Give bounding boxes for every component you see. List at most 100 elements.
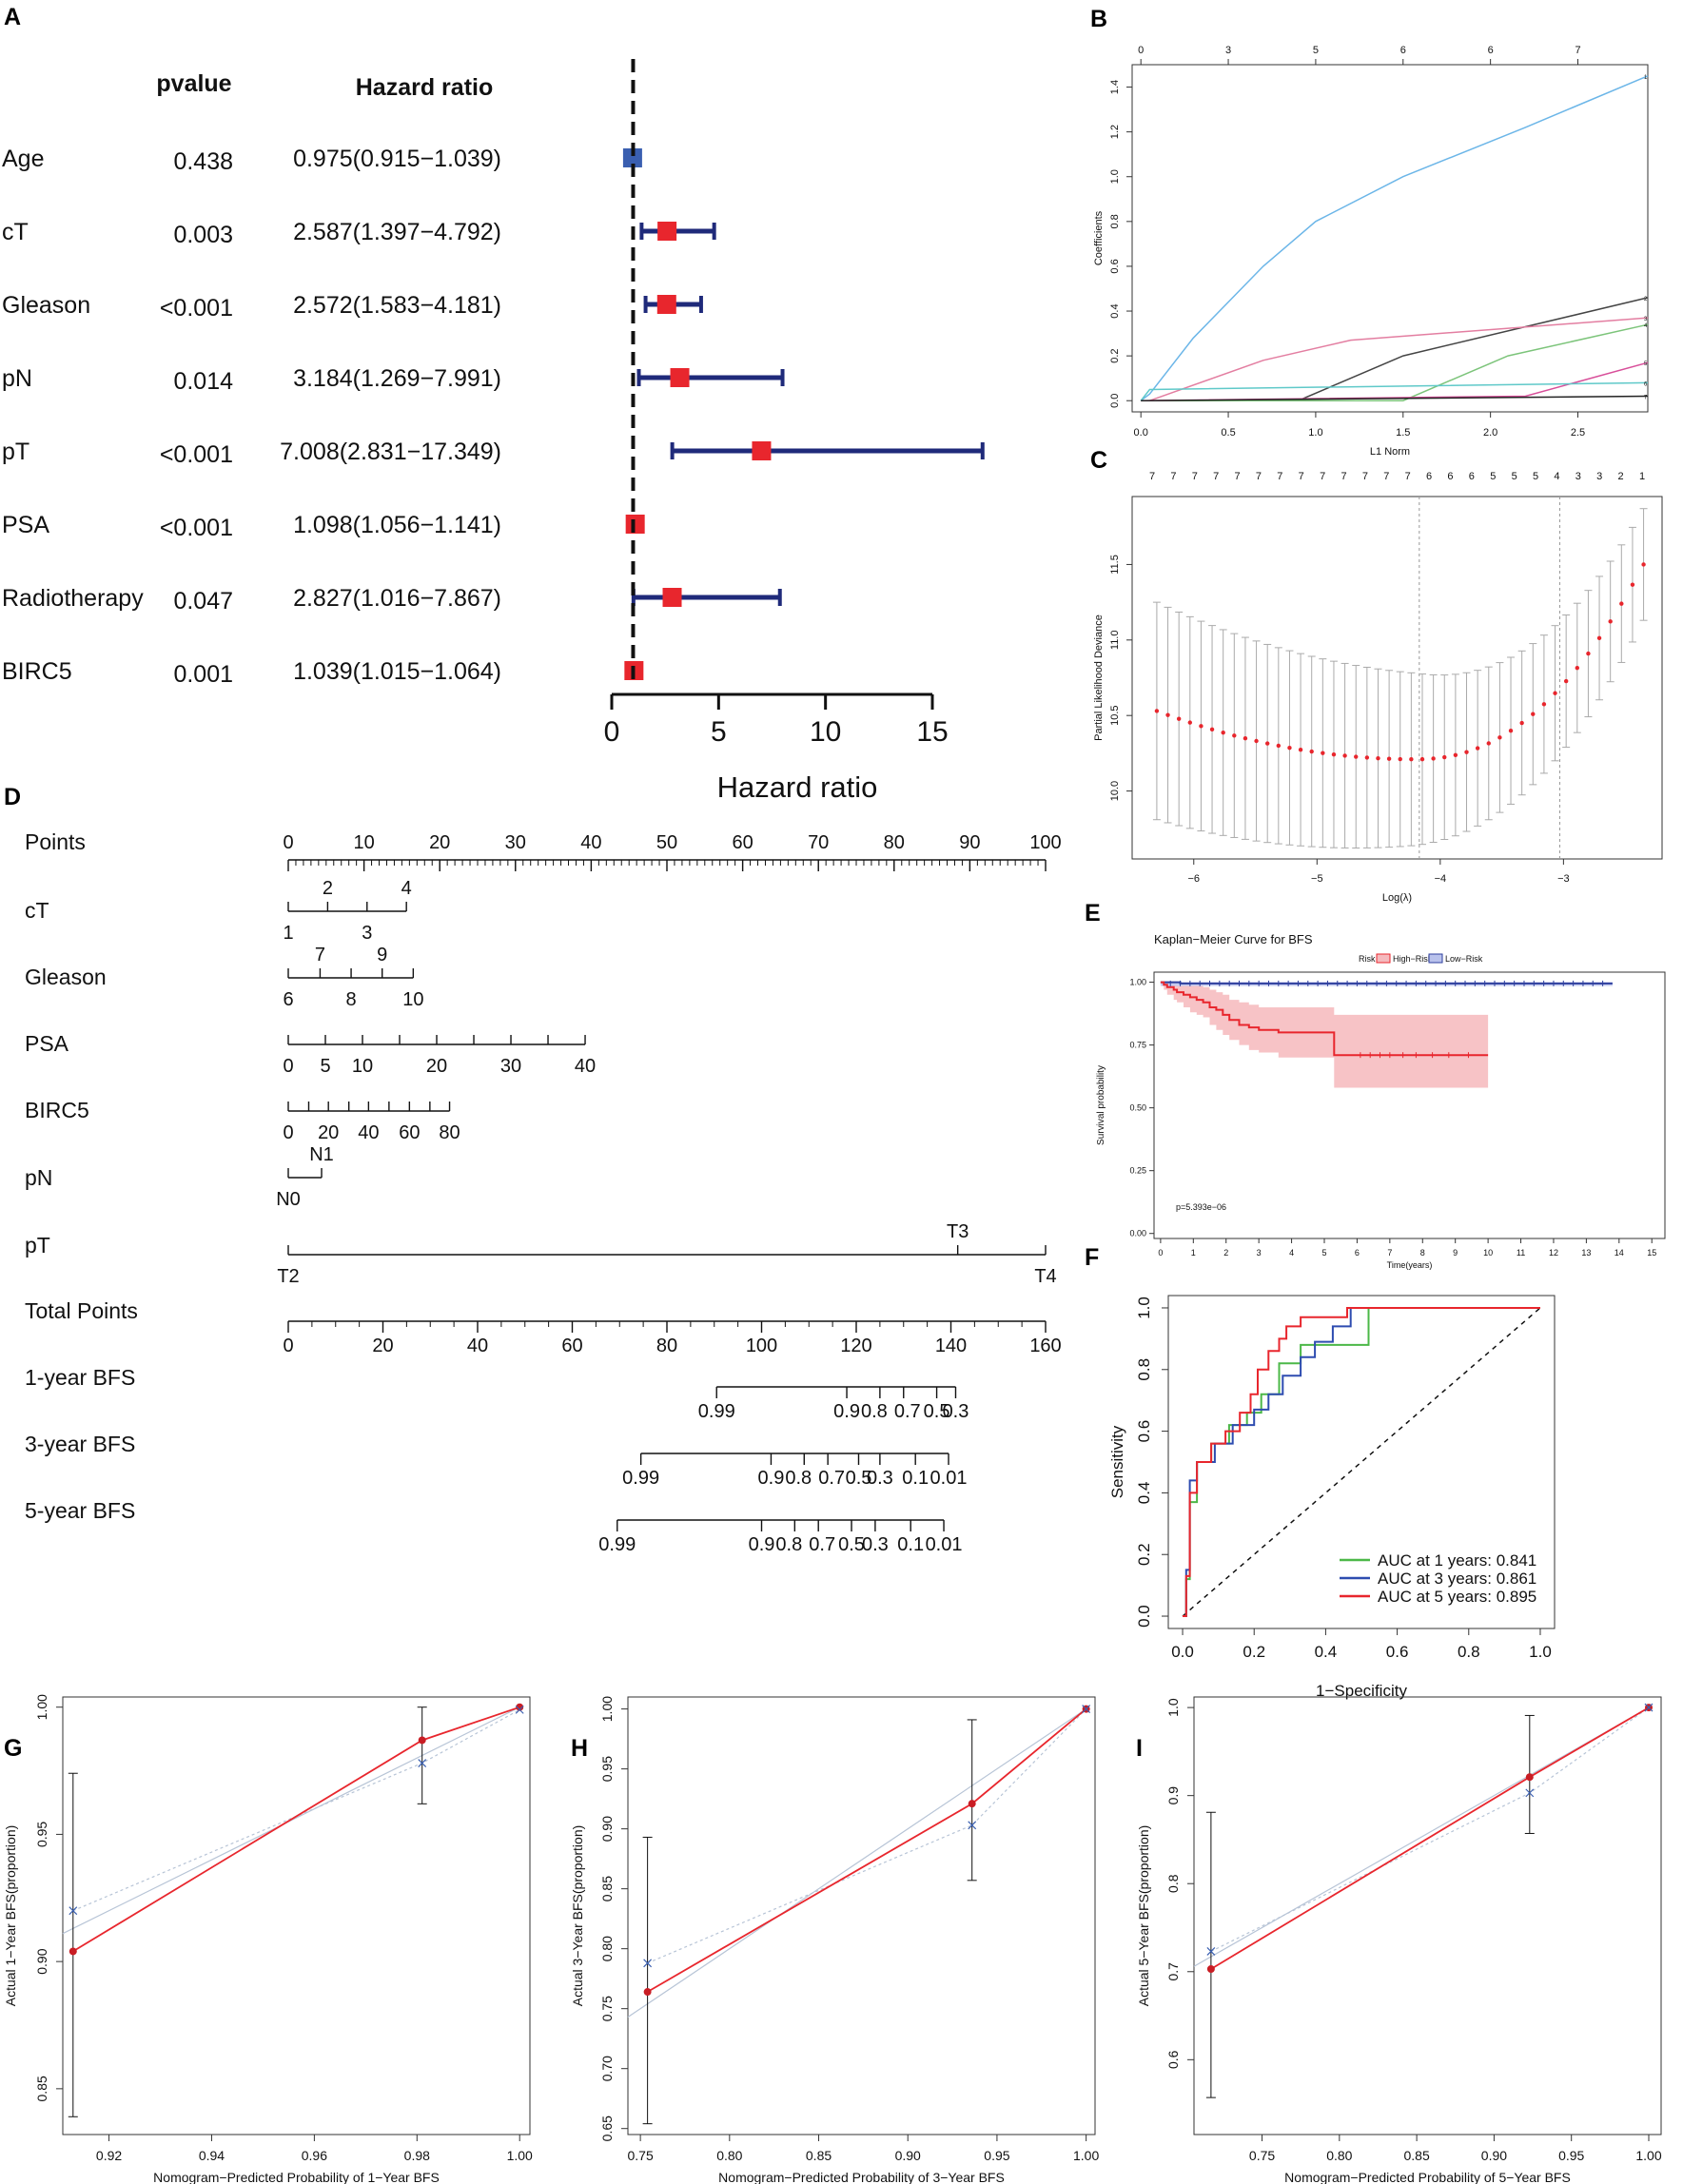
y-tick-label: 0.2 [1109, 348, 1121, 362]
y-tick-label: 1.4 [1109, 80, 1121, 94]
forest-row-hr: 1.098(1.056−1.141) [293, 512, 501, 538]
coefficient-path [1140, 75, 1649, 401]
nomogram-tick-label: T3 [947, 1221, 969, 1242]
apparent-line [72, 1706, 520, 1953]
roc-legend-label: AUC at 5 years: 0.895 [1378, 1588, 1536, 1606]
top-tick-label: 6 [1426, 471, 1432, 482]
cv-mean-point [1209, 727, 1215, 732]
y-tick-label: 1.0 [1135, 1297, 1153, 1319]
cv-mean-point [1232, 733, 1237, 738]
nomogram-row-label: PSA [25, 1031, 69, 1056]
cv-mean-point [1398, 756, 1402, 762]
cv-mean-point [1431, 756, 1436, 761]
forest-x-tick-label: 10 [810, 716, 841, 748]
nomogram-row-label: BIRC5 [25, 1098, 89, 1122]
forest-row-label: pT [2, 439, 29, 465]
nomogram-row-label: Gleason [25, 965, 107, 989]
cv-mean-point [1630, 582, 1635, 587]
cv-mean-point [1486, 741, 1491, 746]
calibration-3-year-panel: 0.75 0.80 0.85 0.90 0.95 1.00 0.65 0.70 0.75 0.80… [570, 1696, 1099, 2184]
y-axis-label: Actual 1−Year BFS(proportion) [3, 1825, 18, 2007]
plot-frame [1193, 1696, 1662, 2135]
top-tick-label: 7 [1405, 471, 1411, 482]
nomogram-tick-label: 20 [429, 832, 450, 853]
nomogram-tick-label: N1 [309, 1144, 334, 1165]
diagonal-reference [1182, 1307, 1541, 1617]
x-tick-label: 3 [1257, 1248, 1262, 1258]
y-axis-label: Coefficients [1093, 210, 1105, 265]
top-tick-label: 1 [1639, 471, 1645, 482]
roc-panel: 0.0 0.2 0.4 0.6 0.8 1.0 0.0 0.2 0.4 0.6 0.8 1.0 AUC … [1108, 1295, 1556, 1700]
y-tick-label: 1.00 [34, 1694, 49, 1720]
nomogram-tick-label: 0.5 [924, 1401, 950, 1422]
cv-mean-point [1342, 753, 1347, 758]
nomogram-tick-label: 0.7 [894, 1401, 921, 1422]
legend-swatch-low [1428, 953, 1443, 964]
cv-mean-point [1321, 751, 1325, 755]
top-tick-label: 3 [1225, 45, 1231, 56]
x-axis-label: Log(λ) [1382, 892, 1412, 904]
nomogram-tick-label: 3 [362, 923, 372, 944]
x-axis-label: Nomogram−Predicted Probability of 1−Year… [153, 2170, 440, 2184]
legend-swatch-high [1376, 953, 1391, 964]
y-tick-label: 0.8 [1109, 214, 1121, 228]
cv-mean-point [1419, 756, 1425, 762]
y-tick-label: 0.85 [34, 2076, 49, 2101]
x-tick-label: 7 [1387, 1248, 1392, 1258]
forest-point [657, 222, 677, 241]
x-tick-label: 0.90 [1481, 2148, 1507, 2163]
forest-point [662, 588, 682, 607]
top-tick-label: 6 [1400, 45, 1406, 56]
plot-frame [62, 1696, 531, 2135]
nomogram-tick-label: 0 [283, 1056, 293, 1077]
x-tick-label: 1 [1191, 1248, 1196, 1258]
calibration-point [968, 1800, 976, 1808]
cv-mean-point [1187, 720, 1192, 725]
panel-label-d: D [4, 784, 21, 810]
nomogram-tick-label: 60 [399, 1122, 420, 1143]
x-tick-label: 0.98 [404, 2148, 430, 2163]
nomogram-tick-label: 10 [352, 1056, 373, 1077]
top-tick-label: 6 [1469, 471, 1475, 482]
cv-mean-point [1575, 665, 1579, 671]
nomogram-tick-label: 0.8 [861, 1401, 888, 1422]
top-tick-label: 7 [1213, 471, 1219, 482]
forest-x-label: Hazard ratio [717, 770, 878, 804]
calibration-point [516, 1703, 524, 1711]
x-tick-label: 0.95 [1558, 2148, 1584, 2163]
y-tick-label: 0.4 [1109, 303, 1121, 318]
roc-legend-label: AUC at 3 years: 0.861 [1378, 1570, 1536, 1588]
x-tick-label: 0.85 [806, 2148, 832, 2163]
x-tick-label: 0.8 [1458, 1643, 1480, 1661]
x-tick-label: 0 [1158, 1248, 1163, 1258]
km-legend-title: Risk [1359, 954, 1376, 964]
top-tick-label: 7 [1362, 471, 1368, 482]
nomogram-tick-label: 80 [439, 1122, 460, 1143]
cv-mean-point [1464, 750, 1469, 754]
x-axis-label: Nomogram−Predicted Probability of 3−Year… [718, 2170, 1005, 2184]
coefficient-path [1149, 317, 1649, 401]
x-tick-label: 5 [1321, 1248, 1326, 1258]
x-tick-label: 9 [1453, 1248, 1458, 1258]
nomogram-tick-label: 6 [283, 989, 293, 1010]
bias-corrected-mark [968, 1821, 977, 1830]
top-tick-label: 6 [1488, 45, 1494, 56]
nomogram-tick-label: 0.8 [785, 1468, 812, 1489]
forest-point [622, 148, 642, 167]
cv-mean-point [1243, 736, 1248, 741]
nomogram-tick-label: 0.9 [833, 1401, 860, 1422]
cv-mean-point [1254, 738, 1259, 744]
calibration-1-year-panel: 0.92 0.94 0.96 0.98 1.00 0.85 0.90 0.95 1.00 Nomo… [3, 1694, 533, 2184]
x-tick-label: −6 [1187, 873, 1200, 885]
nomogram-row-label: pT [25, 1233, 50, 1258]
x-tick-label: 0.75 [627, 2148, 653, 2163]
nomogram-row-label: pN [25, 1165, 52, 1190]
nomogram-tick-label: 0.8 [775, 1534, 802, 1555]
x-tick-label: 8 [1420, 1248, 1425, 1258]
forest-point [656, 295, 676, 314]
forest-point [752, 441, 772, 460]
nomogram-tick-label: 70 [808, 832, 829, 853]
path-end-label: 3 [1644, 317, 1648, 322]
plot-frame [1153, 971, 1666, 1239]
forest-row-label: Age [2, 146, 44, 172]
